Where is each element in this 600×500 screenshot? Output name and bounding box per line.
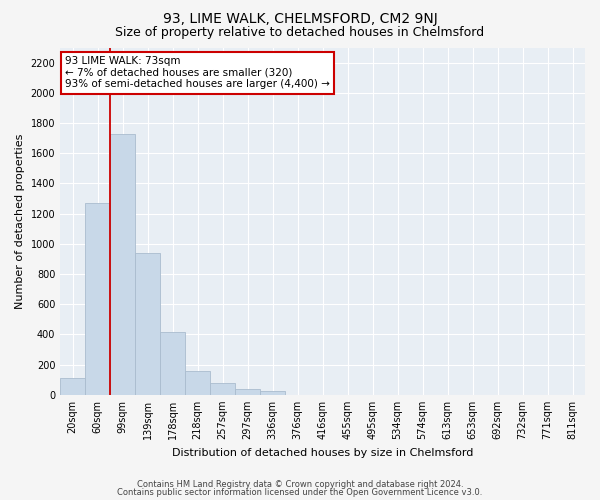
Text: 93 LIME WALK: 73sqm
← 7% of detached houses are smaller (320)
93% of semi-detach: 93 LIME WALK: 73sqm ← 7% of detached hou… [65,56,330,90]
Bar [185,372,210,395]
Text: Contains public sector information licensed under the Open Government Licence v3: Contains public sector information licen… [118,488,482,497]
Bar [110,134,135,395]
Text: Size of property relative to detached houses in Chelmsford: Size of property relative to detached ho… [115,26,485,39]
Text: 93, LIME WALK, CHELMSFORD, CM2 9NJ: 93, LIME WALK, CHELMSFORD, CM2 9NJ [163,12,437,26]
Bar [260,391,285,395]
Bar [210,384,235,395]
X-axis label: Distribution of detached houses by size in Chelmsford: Distribution of detached houses by size … [172,448,473,458]
Bar [160,332,185,395]
Bar [235,389,260,395]
Bar [85,203,110,395]
Bar [135,253,160,395]
Text: Contains HM Land Registry data © Crown copyright and database right 2024.: Contains HM Land Registry data © Crown c… [137,480,463,489]
Y-axis label: Number of detached properties: Number of detached properties [15,134,25,309]
Bar [60,378,85,395]
